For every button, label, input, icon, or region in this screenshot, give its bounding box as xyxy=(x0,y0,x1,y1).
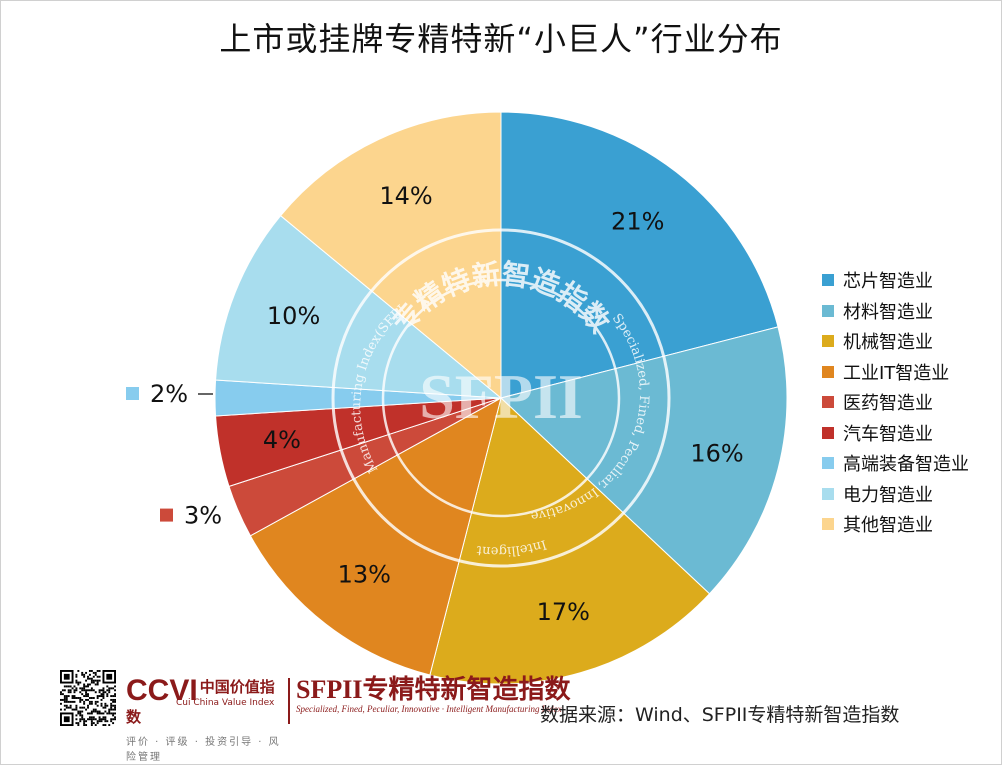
pie-slice xyxy=(249,397,502,676)
qr-code-icon xyxy=(60,670,116,726)
legend-label: 医药智造业 xyxy=(843,393,933,415)
legend-item: 材料智造业 xyxy=(822,296,969,327)
legend-item: 医药智造业 xyxy=(822,387,969,418)
legend-label: 工业IT智造业 xyxy=(843,362,950,384)
legend-swatch xyxy=(822,365,834,378)
pie-slice-label: 13% xyxy=(338,560,391,588)
legend-label: 其他智造业 xyxy=(843,515,933,537)
pie-slice-label: 14% xyxy=(379,182,432,210)
legend-swatch xyxy=(822,457,834,470)
pie-slice-label: 4% xyxy=(263,426,301,454)
legend-swatch xyxy=(822,487,834,500)
ccvi-logo: CCVI 中国价值指数 Cui China Value Index 评价 · 评级… xyxy=(126,674,286,764)
pie-slice-label: 3% xyxy=(184,502,222,530)
legend-label: 汽车智造业 xyxy=(843,423,933,445)
footer-divider xyxy=(288,678,290,724)
legend-item: 高端装备智造业 xyxy=(822,448,969,479)
ccvi-tagline: 评价 · 评级 · 投资引导 · 风险管理 xyxy=(126,737,281,763)
pie-slice-label: 10% xyxy=(267,302,320,330)
legend-label: 高端装备智造业 xyxy=(843,454,969,476)
pie-slice-label: 21% xyxy=(611,208,664,236)
legend-label: 电力智造业 xyxy=(843,484,933,506)
legend-item: 机械智造业 xyxy=(822,326,969,357)
data-source: 数据来源：Wind、SFPII专精特新智造指数 xyxy=(540,704,900,726)
pie-slice xyxy=(279,111,502,400)
ccvi-logo-sub: Cui China Value Index xyxy=(176,698,275,708)
legend-swatch xyxy=(822,335,834,348)
watermark-outer-ring xyxy=(331,228,671,568)
sfpii-logo-sub: Specialized, Fined, Peculiar, Innovative… xyxy=(296,704,562,714)
legend-swatch xyxy=(822,518,834,531)
legend-swatch xyxy=(822,274,834,287)
pie-slice-label: 17% xyxy=(537,598,590,626)
pie-labels: 21% 16% 17% 13% 3% 4% 2% 10% 14% xyxy=(126,182,744,626)
sfpii-logo: SFPII专精特新智造指数 Specialized, Fined, Peculi… xyxy=(296,675,571,715)
legend-item: 工业IT智造业 xyxy=(822,357,969,388)
legend-item: 其他智造业 xyxy=(822,509,969,540)
watermark-inner-ring xyxy=(381,278,621,518)
legend-item: 芯片智造业 xyxy=(822,265,969,296)
chart-title: 上市或挂牌专精特新“小巨人”行业分布 xyxy=(219,20,783,58)
pie-slice-marker xyxy=(160,508,173,522)
legend-swatch xyxy=(822,304,834,317)
ccvi-logo-cn: 中国价值指数 xyxy=(126,678,275,726)
pie-slice xyxy=(429,397,711,685)
pie-slice-label: 16% xyxy=(690,439,743,467)
pie-slice xyxy=(499,326,788,595)
legend-item: 电力智造业 xyxy=(822,479,969,510)
legend-swatch xyxy=(822,426,834,439)
pie-slice xyxy=(500,111,779,399)
sfpii-logo-main: SFPII专精特新智造指数 xyxy=(296,675,571,704)
legend-swatch xyxy=(822,396,834,409)
legend-label: 材料智造业 xyxy=(843,301,933,323)
pie-slice-marker xyxy=(126,387,139,400)
legend-label: 机械智造业 xyxy=(843,332,933,354)
legend-item: 汽车智造业 xyxy=(822,418,969,449)
pie-slice-label: 2% xyxy=(150,380,188,408)
watermark-center-text: SFPII xyxy=(419,361,583,432)
legend-label: 芯片智造业 xyxy=(843,271,933,293)
chart-legend: 芯片智造业材料智造业机械智造业工业IT智造业 医药智造业汽车智造业高端装备智造业电… xyxy=(822,265,969,540)
ccvi-logo-main: CCVI xyxy=(126,674,198,707)
